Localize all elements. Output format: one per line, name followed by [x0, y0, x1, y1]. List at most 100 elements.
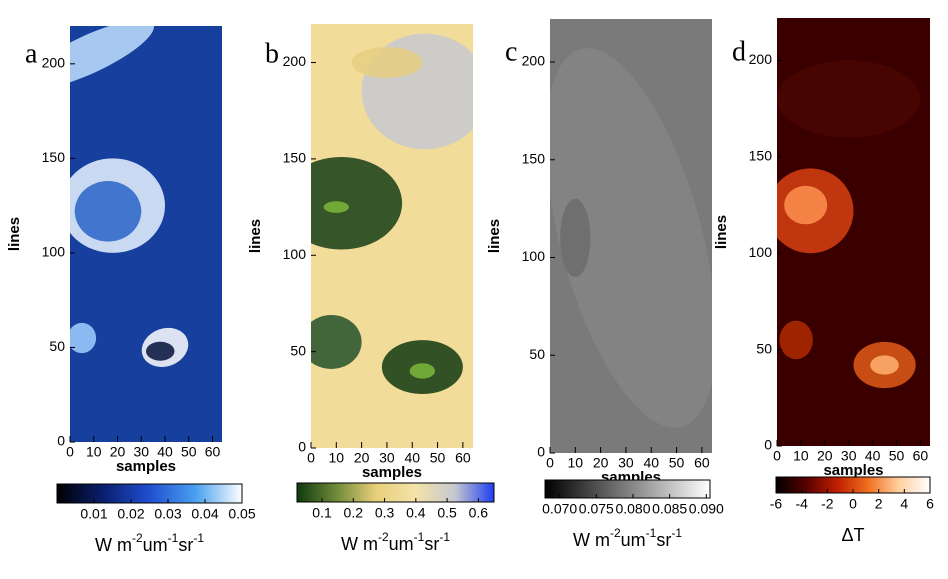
superscript: -2	[378, 530, 389, 544]
y-tick-label: 150	[42, 149, 66, 165]
colorbar	[296, 482, 495, 503]
x-tick-label: 0	[773, 448, 781, 464]
x-tick-label: 40	[157, 444, 173, 460]
x-tick-label: 20	[110, 444, 126, 460]
label-part: sr	[656, 530, 671, 550]
x-tick-label: 0	[307, 450, 315, 466]
image	[550, 19, 712, 453]
superscript: -1	[168, 531, 179, 545]
y-tick-label: 50	[290, 342, 306, 358]
x-axis-label: samples	[362, 464, 422, 481]
colorbar-tick-label: 0.02	[117, 506, 144, 522]
colorbar-tick-label: 0.2	[344, 505, 364, 521]
panel-letter: c	[505, 36, 517, 67]
colorbar-tick-label: 6	[926, 496, 934, 512]
colorbar-tick-label: -2	[821, 496, 834, 512]
x-tick-label: 0	[66, 444, 74, 460]
label-part: W m	[95, 535, 132, 555]
image-feature	[70, 322, 97, 354]
colorbar-tick-label: 0.05	[228, 506, 255, 522]
panel: a 0 10 20 30 40 50 60 0 50 100 150 200 samples lines 0.…	[6, 26, 256, 555]
superscript: -1	[414, 530, 425, 544]
x-tick-label: 10	[568, 455, 584, 471]
y-tick-label: 50	[529, 346, 545, 362]
image-feature	[784, 185, 828, 225]
y-tick-label: 150	[522, 150, 546, 166]
x-tick-label: 60	[694, 455, 710, 471]
colorbar-tick-label: 0.080	[615, 501, 650, 517]
superscript: -1	[671, 526, 682, 540]
x-tick-label: 30	[841, 448, 857, 464]
y-tick-label: 50	[49, 338, 65, 354]
image-feature	[779, 320, 813, 360]
x-tick-label: 40	[404, 450, 420, 466]
y-tick-label: 0	[537, 444, 545, 460]
y-tick-label: 100	[749, 244, 773, 260]
x-tick-label: 40	[865, 448, 881, 464]
colorbar-tick-label: 0.4	[406, 505, 426, 521]
x-tick-label: 60	[455, 450, 471, 466]
x-axis-label: samples	[116, 458, 176, 475]
x-tick-label: 10	[86, 444, 102, 460]
panel-letter: a	[25, 38, 38, 69]
x-tick-label: 0	[546, 455, 554, 471]
x-tick-label: 60	[913, 448, 929, 464]
image-feature	[409, 363, 436, 379]
x-tick-label: 50	[181, 444, 197, 460]
label-part: W m	[341, 534, 378, 554]
image-feature	[74, 181, 142, 242]
panel-letter: b	[265, 38, 279, 69]
colorbar-tick-label: -6	[770, 496, 783, 512]
colorbar	[544, 479, 711, 499]
image-feature	[870, 355, 899, 375]
x-tick-label: 10	[793, 448, 809, 464]
superscript: -1	[646, 526, 657, 540]
label-part: um	[389, 534, 414, 554]
image	[777, 18, 930, 446]
colorbar-label: W m-2um-1sr-1	[95, 531, 204, 555]
colorbar-tick-label: 0.1	[312, 505, 332, 521]
image	[70, 26, 222, 442]
colorbar	[56, 483, 243, 504]
y-tick-label: 0	[298, 439, 306, 455]
colorbar-tick-label: 0.075	[579, 501, 614, 517]
y-tick-label: 150	[749, 148, 773, 164]
x-tick-label: 50	[889, 448, 905, 464]
y-tick-label: 50	[756, 340, 772, 356]
y-axis-label: lines	[6, 217, 23, 251]
colorbar-tick-label: 4	[900, 496, 908, 512]
superscript: -1	[439, 530, 450, 544]
image-feature	[351, 47, 423, 78]
y-axis-label: lines	[713, 215, 730, 249]
superscript: -2	[610, 526, 621, 540]
colorbar-label: W m-2um-1sr-1	[573, 526, 682, 550]
image-feature	[70, 26, 155, 90]
colorbar-label: W m-2um-1sr-1	[341, 530, 450, 554]
panel: d0 10 20 30 40 50 60050100150200sampleslines-6…	[713, 18, 934, 545]
label-part: W m	[573, 530, 610, 550]
y-tick-label: 200	[283, 53, 307, 69]
x-tick-label: 10	[329, 450, 345, 466]
x-axis-label: samples	[823, 462, 883, 479]
label-part: sr	[424, 534, 439, 554]
x-tick-label: 20	[593, 455, 609, 471]
colorbar-tick-label: 0.01	[80, 506, 107, 522]
y-tick-label: 100	[283, 246, 307, 262]
colorbar-tick-label: 0.5	[437, 505, 457, 521]
image-feature	[777, 60, 921, 138]
superscript: -1	[193, 531, 204, 545]
x-tick-label: 20	[354, 450, 370, 466]
y-tick-label: 150	[283, 150, 307, 166]
colorbar-tick-label: 0.04	[191, 506, 218, 522]
image	[311, 24, 473, 448]
colorbar-tick-label: 0.3	[375, 505, 395, 521]
y-tick-label: 200	[42, 55, 66, 71]
x-tick-label: 60	[205, 444, 221, 460]
y-tick-label: 200	[522, 53, 546, 69]
y-axis-label: lines	[247, 219, 264, 253]
colorbar-tick-label: 0	[849, 496, 857, 512]
y-tick-label: 100	[522, 248, 546, 264]
panel: b 0 10 20 30 40 50 60 0 50 100 150 200 samples lines 0.…	[247, 24, 495, 554]
colorbar-tick-label: -4	[795, 496, 808, 512]
